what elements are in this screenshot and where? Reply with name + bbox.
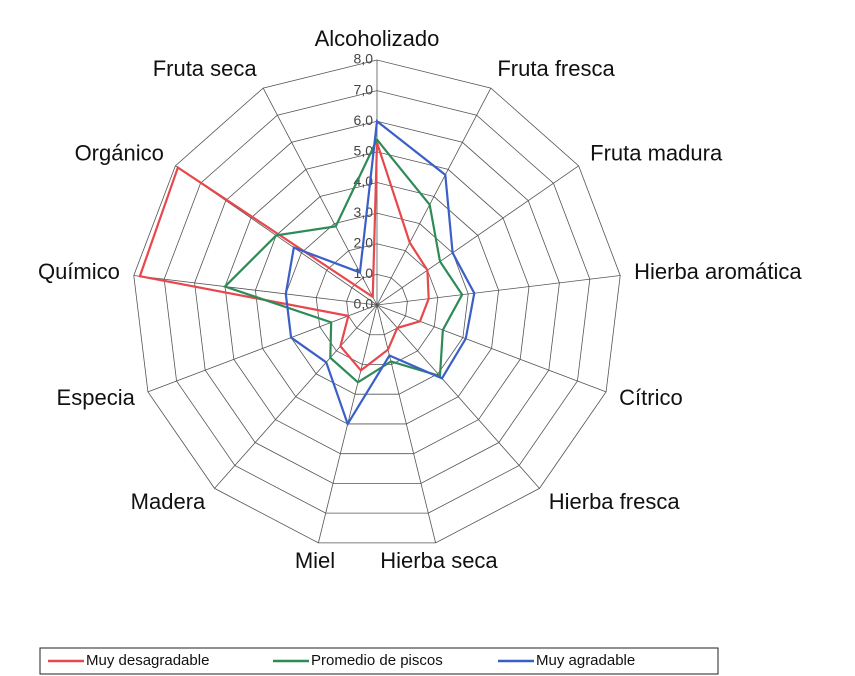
category-label: Fruta madura <box>590 140 723 165</box>
series-line <box>284 119 476 427</box>
legend-label: Muy desagradable <box>86 652 209 669</box>
grid-ring <box>133 59 621 544</box>
category-label: Orgánico <box>75 140 164 165</box>
grid-ring <box>346 273 408 336</box>
spoke <box>376 165 579 306</box>
spoke <box>376 304 607 393</box>
tick-label: 5,0 <box>354 143 374 159</box>
grid-ring <box>224 151 530 455</box>
category-label: Fruta fresca <box>497 56 615 81</box>
spoke <box>376 275 621 306</box>
spoke <box>133 275 378 306</box>
category-label: Miel <box>295 548 335 573</box>
spoke <box>147 304 378 393</box>
grid-ring <box>315 243 439 365</box>
category-label: Cítrico <box>619 385 683 410</box>
legend-label: Muy agradable <box>536 652 635 669</box>
spoke <box>376 304 437 543</box>
spoke <box>262 87 378 306</box>
tick-label: 8,0 <box>354 51 374 67</box>
series-line <box>138 142 430 372</box>
category-label: Químico <box>38 259 120 284</box>
spoke <box>376 304 540 489</box>
category-label: Hierba aromática <box>634 259 802 284</box>
category-label: Fruta seca <box>153 56 258 81</box>
tick-label: 7,0 <box>354 81 374 97</box>
grid-ring <box>194 120 560 484</box>
legend-label: Promedio de piscos <box>311 652 443 669</box>
grid-ring <box>163 90 591 514</box>
grid-ring <box>254 182 500 425</box>
category-label: Hierba fresca <box>549 489 681 514</box>
legend-box <box>39 647 719 675</box>
category-label: Alcoholizado <box>315 26 440 51</box>
tick-label: 6,0 <box>354 112 374 128</box>
spoke <box>214 304 378 489</box>
spoke <box>376 87 492 306</box>
category-label: Madera <box>131 489 206 514</box>
tick-label: 3,0 <box>354 204 374 220</box>
category-label: Hierba seca <box>380 548 498 573</box>
category-label: Especia <box>57 385 136 410</box>
series-line <box>222 137 464 384</box>
